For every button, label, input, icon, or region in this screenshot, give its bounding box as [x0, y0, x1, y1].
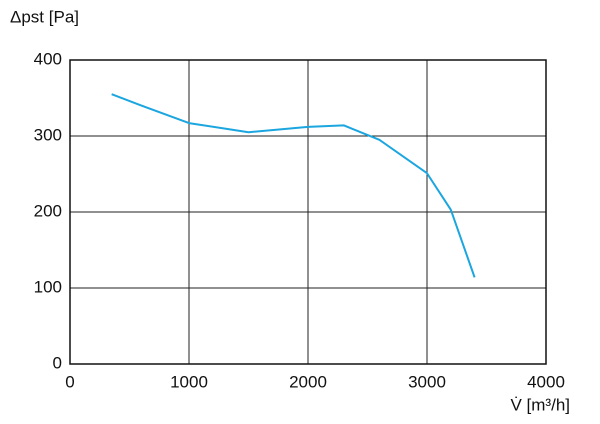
y-tick-label: 0 — [53, 353, 62, 372]
plot-frame — [69, 59, 547, 365]
y-tick-label: 200 — [34, 201, 62, 220]
x-axis-label: V̇ [m³/h] — [510, 395, 570, 414]
y-tick-label: 300 — [34, 125, 62, 144]
data-line — [111, 93, 476, 278]
x-tick-label: 3000 — [408, 372, 446, 391]
x-tick-label: 0 — [65, 372, 74, 391]
x-tick-label: 4000 — [527, 372, 565, 391]
x-tick-label: 2000 — [289, 372, 327, 391]
x-tick-label: 1000 — [170, 372, 208, 391]
y-axis-label: Δpst [Pa] — [10, 7, 79, 26]
y-tick-label: 100 — [34, 277, 62, 296]
y-tick-label: 400 — [34, 49, 62, 68]
